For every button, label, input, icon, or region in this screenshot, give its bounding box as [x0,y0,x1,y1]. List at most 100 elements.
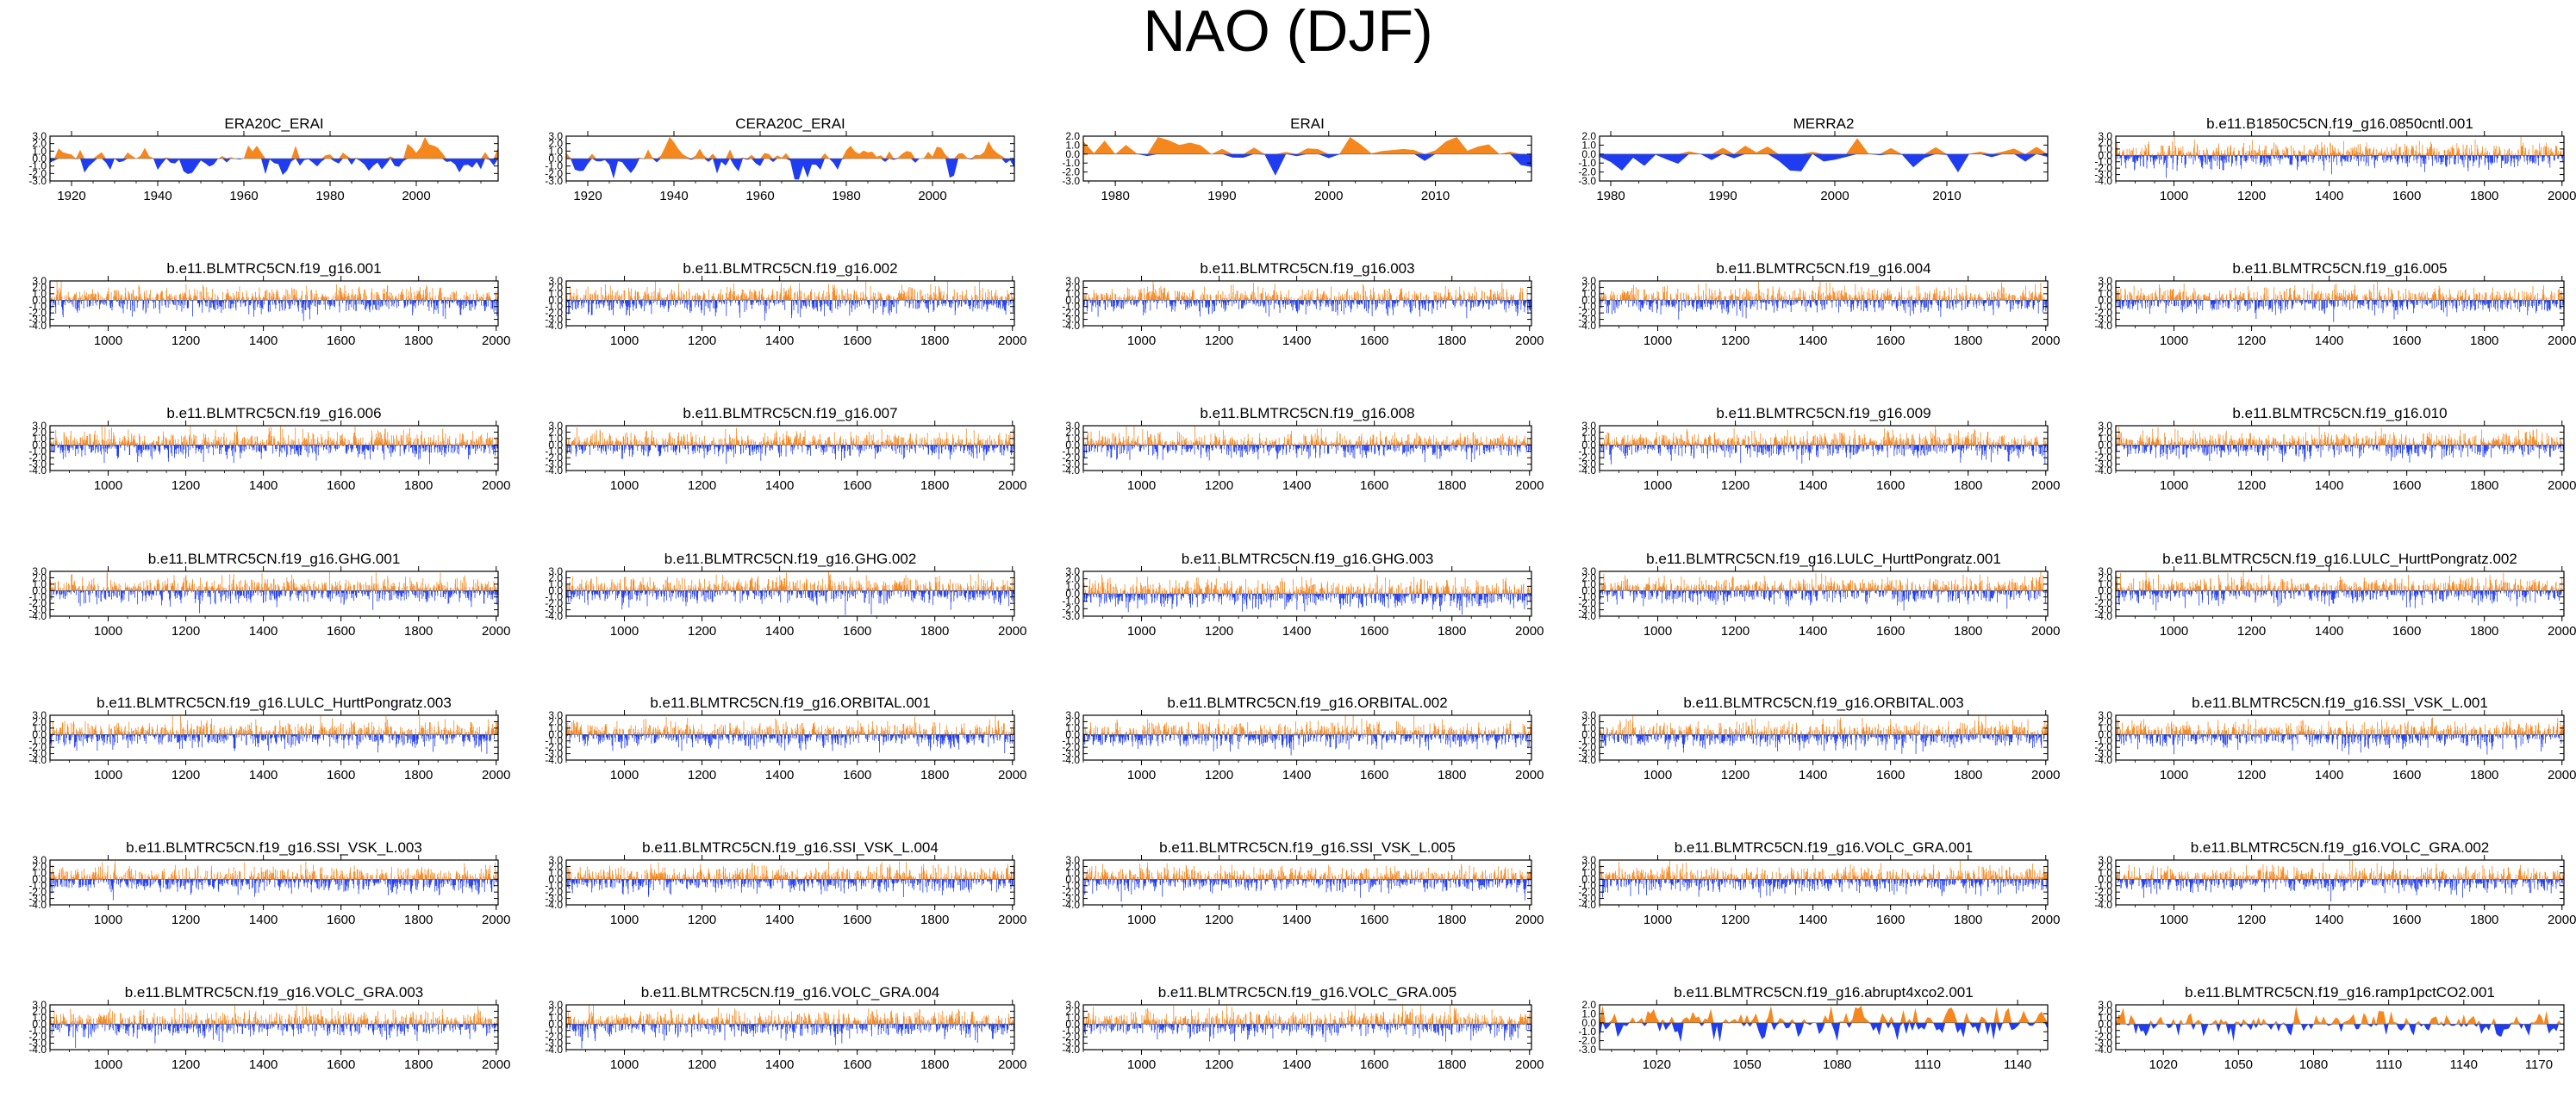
panel-title: b.e11.BLMTRC5CN.f19_g16.LULC_HurttPongra… [1646,551,2001,567]
y-tick-label: 2.0 [1581,715,1596,727]
y-tick-label: 3.0 [548,999,563,1011]
y-tick-label: 0.0 [1065,873,1080,885]
y-tick-label: -2.0 [2094,597,2112,609]
x-tick-label: 1050 [1732,1057,1761,1072]
x-tick-label: 1800 [920,478,949,493]
y-tick-label: 2.0 [32,1005,47,1017]
x-tick-label: 1800 [920,913,949,927]
y-tick-label: -3.0 [545,314,563,326]
y-tick-label: -3.0 [2094,314,2112,326]
x-tick-label: 2000 [482,624,510,639]
x-tick-label: 1800 [1438,913,1466,927]
y-tick-label: 2.0 [32,138,47,150]
y-tick-label: -3.0 [545,748,563,760]
negative-anomaly-area [49,445,498,464]
y-tick-label: 1.0 [548,288,563,300]
x-tick-label: 2000 [998,1057,1026,1072]
y-tick-label: 1.0 [1065,139,1080,151]
x-tick-label: 1400 [2315,768,2343,782]
y-tick-label: -1.0 [1062,880,1080,892]
x-tick-label: 1400 [765,334,794,348]
x-tick-label: 1110 [1914,1057,1941,1072]
x-tick-label: 1400 [1799,624,1827,639]
x-tick-label: 1400 [1799,913,1827,927]
y-tick-label: -4.0 [2094,464,2112,477]
y-tick-label: -4.0 [545,754,563,766]
x-tick-label: 1800 [2470,624,2498,639]
nao-panel-9: b.e11.BLMTRC5CN.f19_g16.0043.02.01.00.0-… [1578,260,2060,348]
x-tick-label: 2000 [1515,1057,1544,1072]
x-tick-label: 1200 [172,478,200,493]
y-tick-label: 3.0 [2098,854,2112,866]
x-tick-label: 1600 [2392,334,2421,348]
y-tick-label: 3.0 [32,420,47,432]
y-tick-label: -1.0 [1062,1025,1080,1037]
y-tick-label: 0.0 [32,153,47,165]
y-tick-label: 0.0 [1581,584,1596,596]
panel-title: b.e11.BLMTRC5CN.f19_g16.007 [683,405,897,421]
x-tick-label: 1140 [2004,1057,2031,1072]
x-tick-label: 1000 [94,478,122,493]
plot-frame [2115,135,2565,182]
y-tick-label: -4.0 [28,464,47,477]
y-tick-label: 3.0 [548,709,563,721]
positive-anomaly-area [1600,138,2048,154]
x-tick-label: 2000 [918,189,946,203]
y-tick-label: 3.0 [1065,709,1080,721]
x-tick-label: 1800 [1954,624,1982,639]
positive-anomaly-area [1082,1005,1531,1025]
x-tick-label: 1400 [249,334,278,348]
nao-panel-6: b.e11.BLMTRC5CN.f19_g16.0013.02.01.00.0-… [28,260,510,348]
x-tick-label: 1000 [610,478,639,493]
x-tick-label: 1980 [1596,189,1625,203]
plot-frame [1599,714,2049,761]
positive-anomaly-area [565,861,1014,880]
y-tick-label: 3.0 [32,565,47,577]
x-tick-label: 1200 [2237,478,2266,493]
y-tick-label: 0.0 [1065,148,1080,160]
x-tick-label: 1400 [765,768,794,782]
x-tick-label: 1800 [920,624,949,639]
y-tick-label: 2.0 [2098,1005,2112,1017]
y-tick-label: 0.0 [32,439,47,451]
x-tick-label: 2000 [998,624,1026,639]
negative-anomaly-area [1600,153,2048,173]
x-tick-label: 1980 [1101,189,1129,203]
y-tick-label: -3.0 [1578,748,1596,760]
y-tick-label: -1.0 [1062,301,1080,313]
y-tick-label: 0.0 [2098,294,2112,306]
y-tick-label: -3.0 [545,458,563,471]
plot-frame [49,859,499,906]
y-tick-label: 3.0 [548,420,563,432]
x-tick-label: 1140 [2450,1057,2478,1072]
y-tick-label: 1.0 [1065,580,1080,592]
positive-anomaly-area [52,715,498,735]
positive-anomaly-area [565,571,1013,591]
y-tick-label: 0.0 [32,294,47,306]
y-tick-label: 2.0 [548,426,563,438]
y-tick-label: 1.0 [1581,139,1596,151]
x-tick-label: 1800 [2470,768,2498,782]
x-tick-label: 1200 [1205,768,1233,782]
y-tick-label: -4.0 [1578,320,1596,332]
y-tick-label: -3.0 [545,175,563,187]
x-tick-label: 1800 [1438,1057,1466,1072]
y-tick-label: 2.0 [548,281,563,293]
plot-frame [49,280,499,327]
y-tick-label: 0.0 [32,873,47,885]
x-tick-label: 1800 [1954,913,1982,927]
negative-anomaly-area [49,590,498,614]
x-tick-label: 1200 [1205,624,1233,639]
y-tick-label: 1.0 [1581,578,1596,590]
y-tick-label: -3.0 [2094,748,2112,760]
x-tick-label: 2000 [402,189,430,203]
x-tick-label: 1800 [920,768,949,782]
y-tick-label: 0.0 [1581,148,1596,160]
negative-anomaly-area [49,300,498,321]
positive-anomaly-area [2116,1006,2564,1025]
x-tick-label: 1800 [2470,334,2498,348]
x-tick-label: 1800 [404,768,433,782]
y-tick-label: 0.0 [1065,728,1080,740]
x-tick-label: 1000 [1127,478,1156,493]
y-tick-label: -3.0 [545,604,563,616]
